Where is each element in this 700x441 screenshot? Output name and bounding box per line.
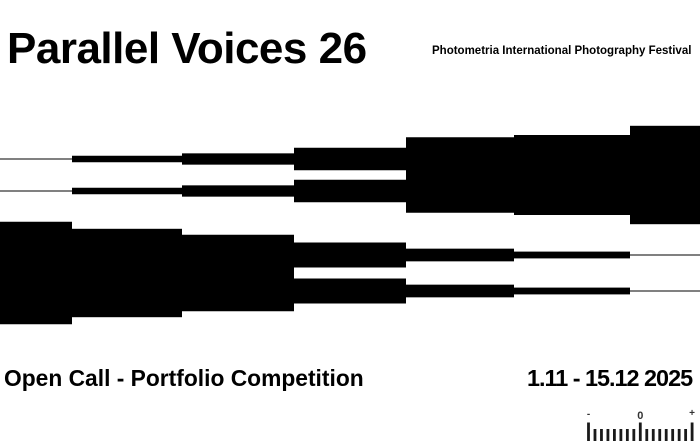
svg-text:+: + [689,408,695,419]
svg-text:0: 0 [637,410,643,422]
svg-text:-: - [587,409,590,420]
